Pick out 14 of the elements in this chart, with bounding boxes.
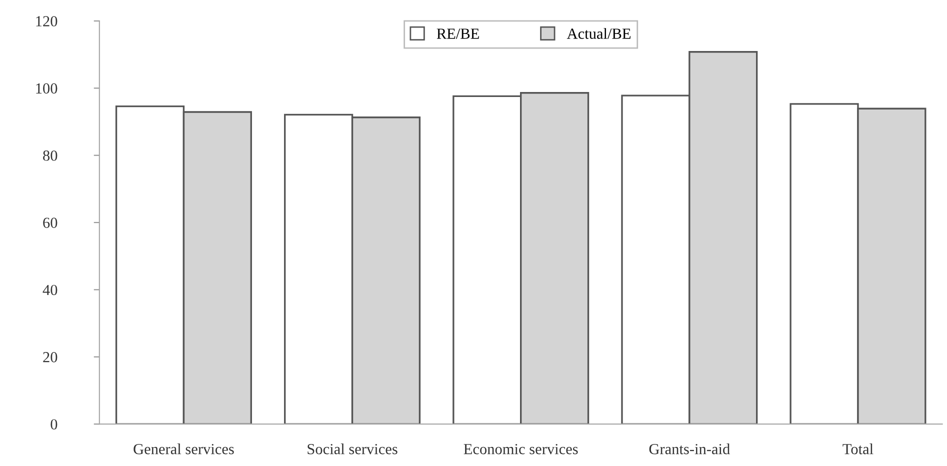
y-tick-label: 20 — [43, 352, 58, 362]
y-tick-label: 60 — [43, 218, 58, 228]
y-tick-label: 40 — [42, 284, 58, 296]
x-tick-label: Grants-in-aid — [649, 444, 730, 454]
y-tick-label: 80 — [43, 150, 58, 161]
x-tick-label: Total — [842, 444, 874, 454]
y-tick-label: 120 — [36, 16, 58, 26]
legend-label: Actual/BE — [566, 28, 631, 39]
x-tick-label: Social services — [308, 444, 398, 454]
y-tick-label: 0 — [50, 419, 58, 430]
x-tick-label: General services — [134, 444, 234, 454]
legend-label: RE/BE — [436, 28, 479, 39]
y-tick-label: 100 — [36, 83, 58, 94]
x-tick-label: Economic services — [464, 444, 578, 454]
